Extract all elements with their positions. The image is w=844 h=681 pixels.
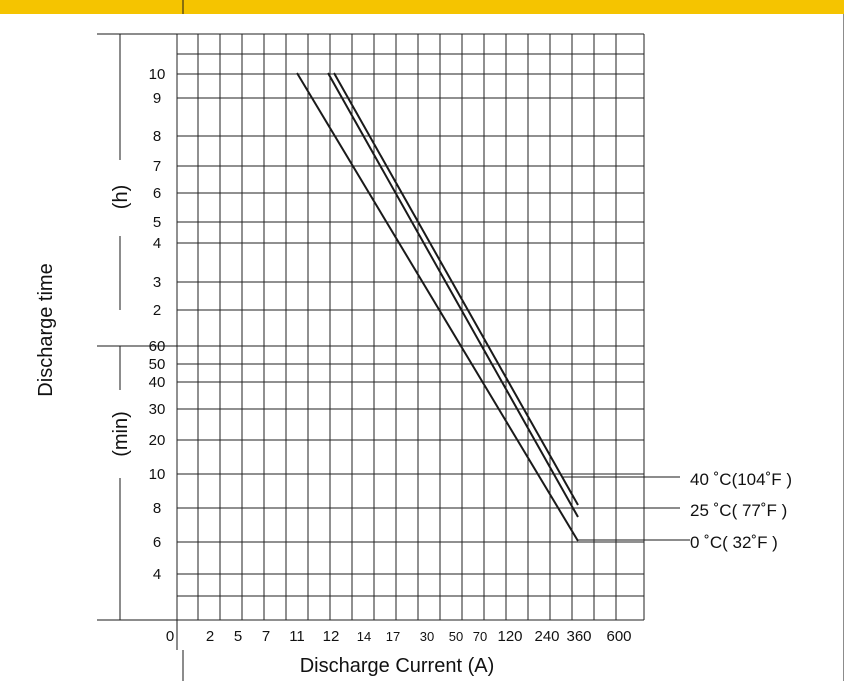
- x-tick-label: 17: [386, 629, 400, 644]
- x-tick-label: 11: [289, 628, 305, 645]
- y-tick-label-hours: 9: [153, 90, 161, 107]
- x-tick-label: 50: [449, 629, 463, 644]
- x-tick-labels: 0 2 5 7 11 12 14 17 30 50 70 120 240 360 600: [166, 628, 632, 645]
- y-tick-label-minutes: 10: [149, 466, 166, 483]
- x-tick-label: 360: [566, 628, 591, 645]
- legend-entry: 0 ˚C( 32˚F ): [690, 533, 778, 552]
- y-tick-label-hours: 2: [153, 302, 161, 319]
- y-tick-label-minutes: 30: [149, 401, 166, 418]
- y-tick-label-minutes: 50: [149, 356, 166, 373]
- y-tick-label-minutes: 60: [149, 338, 166, 355]
- y-tick-label-minutes: 4: [153, 566, 161, 583]
- x-tick-label: 120: [497, 628, 522, 645]
- x-tick-label: 240: [534, 628, 559, 645]
- legend-entry: 25 ˚C( 77˚F ): [690, 501, 787, 520]
- x-tick-label: 2: [206, 628, 214, 645]
- x-axis-title: Discharge Current (A): [300, 655, 495, 677]
- x-tick-label: 70: [473, 629, 487, 644]
- series-line: [297, 73, 578, 541]
- y-tick-label-minutes: 40: [149, 374, 166, 391]
- y-tick-label-hours: 4: [153, 235, 161, 252]
- chart-axes: [97, 0, 844, 681]
- legend: 40 ˚C(104˚F ) 25 ˚C( 77˚F ) 0 ˚C( 32˚F ): [562, 470, 792, 552]
- y-tick-label-hours: 8: [153, 128, 161, 145]
- y-axis-title: Discharge time: [35, 263, 57, 396]
- series-lines: [297, 73, 578, 541]
- x-tick-label: 5: [234, 628, 242, 645]
- y-unit-minutes: (min): [110, 411, 132, 457]
- x-tick-label: 30: [420, 629, 434, 644]
- y-tick-label-minutes: 20: [149, 432, 166, 449]
- x-tick-label: 0: [166, 628, 174, 645]
- y-tick-label-hours: 7: [153, 158, 161, 175]
- x-tick-label: 14: [357, 629, 371, 644]
- x-tick-label: 600: [606, 628, 631, 645]
- y-tick-label-minutes: 6: [153, 534, 161, 551]
- legend-entry: 40 ˚C(104˚F ): [690, 470, 792, 489]
- y-unit-hours: (h): [110, 185, 132, 209]
- y-tick-label-hours: 6: [153, 185, 161, 202]
- x-tick-label: 12: [323, 628, 340, 645]
- chart-grid: [177, 34, 644, 620]
- y-tick-label-hours: 5: [153, 214, 161, 231]
- y-tick-label-hours: 10: [149, 66, 166, 83]
- x-tick-label: 7: [262, 628, 270, 645]
- series-line: [328, 73, 578, 517]
- y-tick-label-minutes: 8: [153, 500, 161, 517]
- y-tick-label-hours: 3: [153, 274, 161, 291]
